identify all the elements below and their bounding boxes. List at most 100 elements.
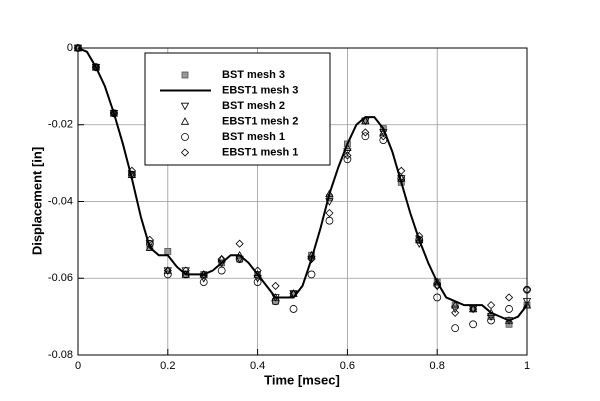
- marker-triangle-up: [235, 250, 244, 259]
- marker-diamond: [253, 266, 262, 275]
- x-tick-label: 0.4: [250, 360, 265, 372]
- marker-diamond: [504, 293, 514, 302]
- marker-circle: [415, 235, 424, 244]
- marker-triangle-down: [415, 240, 424, 249]
- marker-circle: [379, 136, 388, 145]
- marker-circle: [451, 324, 460, 333]
- marker-triangle-up: [379, 128, 388, 136]
- marker-circle: [343, 155, 352, 164]
- marker-triangle-down: [307, 255, 316, 264]
- marker-circle: [433, 293, 442, 302]
- marker-triangle-up: [307, 250, 316, 259]
- marker-triangle-up: [433, 277, 442, 286]
- x-tick-label: 1: [524, 360, 530, 372]
- legend-marker: [180, 117, 190, 125]
- marker-circle: [289, 305, 298, 313]
- marker-triangle-up: [522, 300, 532, 309]
- marker-triangle-up: [253, 270, 262, 278]
- marker-triangle-up: [486, 308, 496, 316]
- marker-circle: [199, 278, 208, 286]
- marker-triangle-down: [181, 267, 190, 275]
- marker-circle: [505, 305, 513, 313]
- marker-triangle-up: [127, 170, 137, 178]
- marker-triangle-up: [271, 293, 280, 301]
- marker-diamond: [109, 109, 118, 118]
- marker-triangle-down: [253, 275, 262, 283]
- marker-diamond: [433, 281, 442, 290]
- marker-diamond: [307, 254, 316, 264]
- marker-circle: [217, 266, 226, 275]
- marker-diamond: [217, 254, 226, 264]
- x-tick-label: 0.8: [430, 360, 445, 372]
- legend-marker: [180, 148, 190, 157]
- marker-triangle-up: [361, 116, 370, 125]
- marker-triangle-up: [181, 270, 190, 278]
- marker-circle: [325, 216, 334, 225]
- legend-label: EBST1 mesh 2: [222, 115, 298, 127]
- marker-circle: [163, 270, 172, 279]
- marker-triangle-up: [468, 304, 478, 313]
- marker-diamond: [361, 128, 370, 137]
- legend-box: [144, 52, 331, 166]
- marker-circle: [127, 170, 136, 179]
- marker-circle: [469, 320, 478, 329]
- marker-triangle-up: [450, 300, 460, 309]
- marker-diamond: [469, 304, 478, 314]
- marker-triangle-down: [450, 305, 460, 314]
- marker-triangle-up: [343, 143, 352, 151]
- marker-triangle-down: [217, 259, 226, 268]
- marker-triangle-up: [199, 270, 208, 278]
- legend-label: BST mesh 2: [222, 100, 285, 112]
- marker-diamond: [145, 235, 154, 244]
- marker-diamond: [271, 281, 280, 290]
- marker-diamond: [397, 166, 406, 175]
- marker-diamond: [415, 231, 424, 241]
- x-tick-label: 0.2: [160, 360, 175, 372]
- marker-circle: [181, 270, 190, 279]
- y-axis-title: Displacement [in]: [29, 147, 44, 255]
- y-tick-label: -0.06: [48, 272, 73, 284]
- marker-diamond: [91, 63, 101, 72]
- marker-diamond: [235, 239, 244, 248]
- marker-triangle-up: [415, 235, 424, 244]
- legend-label: BST mesh 1: [222, 131, 285, 143]
- x-tick-label: 0.6: [340, 360, 355, 372]
- marker-circle: [145, 239, 154, 248]
- marker-diamond: [199, 270, 208, 279]
- marker-diamond: [522, 285, 532, 294]
- legend-label: EBST1 mesh 1: [222, 146, 298, 158]
- legend-label: EBST1 mesh 3: [222, 84, 298, 96]
- marker-triangle-up: [73, 43, 83, 52]
- legend-marker: [180, 102, 190, 111]
- legend-marker: [181, 71, 189, 79]
- marker-triangle-up: [91, 62, 101, 71]
- marker-circle: [235, 255, 244, 263]
- marker-triangle-down: [433, 282, 442, 291]
- marker-circle: [307, 270, 316, 279]
- marker-circle: [361, 132, 370, 141]
- marker-diamond: [325, 208, 334, 218]
- y-tick-label: -0.08: [48, 349, 73, 361]
- marker-circle: [253, 278, 262, 286]
- marker-diamond: [181, 266, 190, 275]
- marker-triangle-down: [199, 275, 208, 283]
- marker-triangle-down: [343, 148, 352, 156]
- marker-triangle-down: [522, 298, 532, 306]
- legend-label: BST mesh 3: [222, 69, 285, 81]
- marker-triangle-up: [145, 243, 155, 251]
- legend: BST mesh 3 EBST1 mesh 3 BST mesh 2 EBST1 me…: [144, 52, 331, 166]
- marker-circle: [487, 316, 495, 325]
- marker-circle: [397, 174, 406, 183]
- x-axis-title: Time [msec]: [264, 372, 340, 387]
- marker-triangle-down: [486, 313, 496, 321]
- x-tick-label: 0: [75, 360, 81, 372]
- marker-diamond: [73, 43, 83, 53]
- marker-triangle-up: [163, 266, 172, 274]
- marker-triangle-down: [145, 240, 155, 249]
- marker-square: [164, 247, 172, 255]
- marker-triangle-up: [217, 254, 226, 263]
- legend-marker: [181, 133, 189, 141]
- marker-diamond: [289, 289, 298, 298]
- marker-triangle-up: [397, 174, 406, 182]
